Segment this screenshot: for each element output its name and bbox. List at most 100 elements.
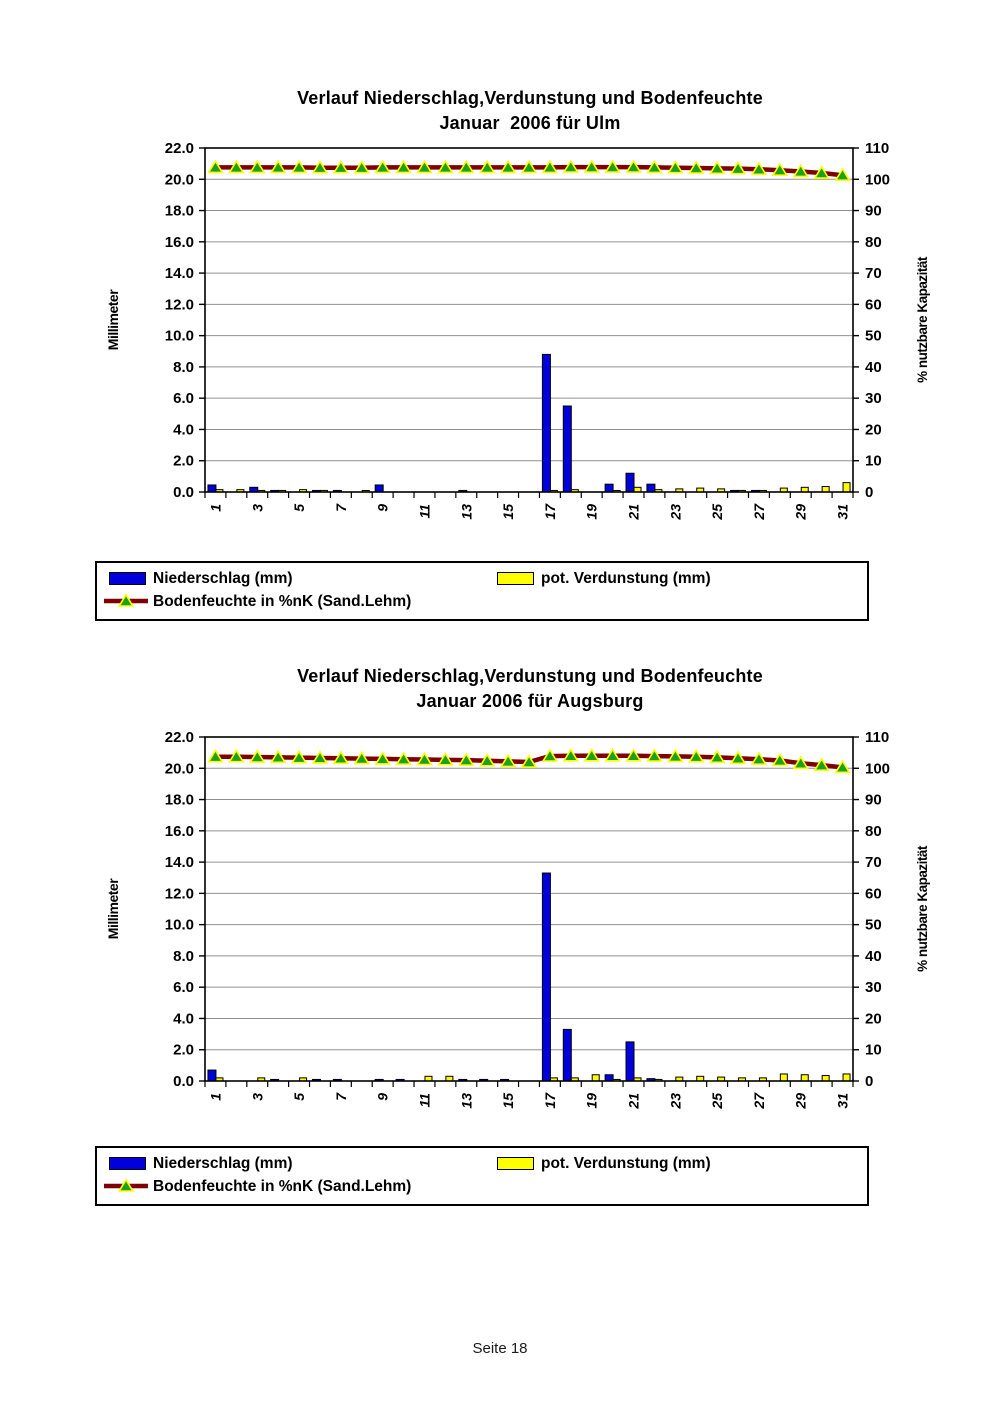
svg-text:50: 50	[865, 917, 882, 934]
left-axis: 0.0 2.0 4.0 6.0 8.0 10.0 12.0 14.0 16.0 18.0 20.0 2…	[165, 729, 205, 1090]
chart-augsburg-title-line2: Januar 2006 für Augsburg	[416, 691, 644, 711]
bar	[541, 353, 551, 493]
soil-moisture-marker	[625, 159, 642, 173]
soil-moisture-marker	[792, 163, 809, 178]
soil-moisture-marker	[311, 750, 329, 764]
soil-moisture-line	[207, 159, 851, 182]
soil-moisture-marker	[667, 159, 684, 174]
bar	[625, 472, 635, 493]
soil-moisture-marker	[290, 159, 308, 174]
svg-text:90: 90	[865, 203, 882, 220]
soil-moisture-marker	[117, 593, 135, 607]
bar	[207, 484, 217, 493]
soil-moisture-marker	[117, 1178, 135, 1192]
svg-text:29: 29	[793, 1093, 809, 1110]
soil-moisture-marker	[604, 748, 621, 762]
chart-augsburg-title: Verlauf Niederschlag,Verdunstung und Bod…	[60, 664, 1000, 714]
soil-moisture-marker	[729, 160, 747, 175]
soil-moisture-marker	[207, 159, 224, 174]
svg-text:10.0: 10.0	[165, 328, 194, 345]
svg-text:22.0: 22.0	[165, 140, 194, 157]
svg-text:13: 13	[458, 1093, 474, 1109]
svg-text:30: 30	[865, 390, 882, 407]
chart-ulm-legend: Niederschlag (mm) pot. Verdunstung (mm) …	[95, 561, 869, 621]
soil-moisture-marker	[416, 159, 433, 174]
soil-moisture-marker	[520, 754, 538, 768]
svg-text:9: 9	[375, 1093, 391, 1101]
soil-moisture-marker	[562, 748, 580, 762]
svg-text:40: 40	[865, 948, 882, 965]
svg-text:0.0: 0.0	[173, 1073, 194, 1090]
soil-moisture-marker	[771, 162, 789, 177]
soil-moisture-marker	[708, 749, 726, 764]
svg-text:4.0: 4.0	[173, 1010, 194, 1027]
svg-text:17: 17	[542, 503, 558, 520]
left-axis: 0.0 2.0 4.0 6.0 8.0 10.0 12.0 14.0 16.0 18.0 20.0 2…	[165, 140, 205, 501]
svg-text:50: 50	[865, 328, 882, 345]
verdunstung-swatch	[497, 572, 534, 585]
right-axis: 0 10 20 30 40 50 60 70 80 90 100 110	[853, 729, 890, 1090]
soil-moisture-marker	[249, 159, 266, 174]
soil-moisture-marker	[228, 748, 245, 763]
bar	[625, 1041, 635, 1082]
svg-text:19: 19	[584, 504, 600, 520]
soil-moisture-marker	[374, 159, 391, 174]
left-axis-title: Millimeter	[105, 878, 121, 939]
svg-text:13: 13	[458, 504, 474, 520]
soil-moisture-marker	[729, 750, 747, 765]
soil-moisture-marker	[541, 159, 559, 174]
soil-moisture-marker	[228, 159, 245, 174]
soil-moisture-marker	[437, 752, 454, 766]
bodenfeuchte-legend-label: Bodenfeuchte in %nK (Sand.Lehm)	[153, 593, 412, 610]
svg-text:19: 19	[584, 1093, 600, 1109]
svg-text:90: 90	[865, 792, 882, 809]
soil-moisture-marker	[562, 159, 580, 173]
soil-moisture-marker	[416, 751, 433, 766]
svg-text:22.0: 22.0	[165, 729, 194, 746]
svg-text:23: 23	[667, 504, 683, 521]
svg-text:70: 70	[865, 265, 882, 282]
chart-ulm-title-line2: Januar 2006 für Ulm	[439, 113, 621, 133]
bar	[842, 1073, 851, 1082]
gridlines	[205, 178, 853, 462]
soil-moisture-marker	[478, 159, 496, 174]
svg-text:1: 1	[207, 504, 223, 512]
niederschlag-swatch	[109, 572, 146, 585]
bar	[604, 1074, 614, 1082]
soil-moisture-marker	[520, 159, 538, 174]
chart-augsburg-title-line1: Verlauf Niederschlag,Verdunstung und Bod…	[297, 666, 763, 686]
svg-text:9: 9	[375, 504, 391, 512]
svg-text:6.0: 6.0	[173, 390, 194, 407]
gridlines	[205, 767, 853, 1051]
svg-text:25: 25	[709, 1093, 725, 1110]
left-axis-title: Millimeter	[105, 289, 121, 350]
bar	[821, 1075, 830, 1082]
svg-text:20: 20	[865, 1010, 882, 1027]
soil-moisture-marker	[771, 752, 789, 767]
soil-moisture-marker	[395, 159, 412, 174]
soil-moisture-marker	[332, 750, 350, 765]
bar	[821, 486, 830, 493]
bar	[207, 1069, 217, 1082]
soil-moisture-marker	[541, 748, 559, 762]
page-number: Seite 18	[472, 1340, 528, 1357]
soil-moisture-marker	[353, 750, 370, 765]
soil-moisture-marker	[499, 159, 517, 174]
svg-text:1: 1	[207, 1093, 223, 1101]
soil-moisture-marker	[583, 748, 600, 762]
niederschlag-swatch	[109, 1157, 146, 1170]
soil-moisture-marker	[311, 159, 329, 174]
svg-text:20.0: 20.0	[165, 171, 194, 188]
bodenfeuchte-line-swatch	[104, 593, 148, 607]
svg-text:21: 21	[626, 1093, 642, 1110]
svg-text:8.0: 8.0	[173, 359, 194, 376]
svg-text:31: 31	[835, 504, 851, 520]
bar	[800, 1074, 809, 1082]
svg-text:18.0: 18.0	[165, 792, 194, 809]
svg-text:110: 110	[865, 140, 889, 157]
right-axis-title: % nutzbare Kapazität	[915, 256, 930, 383]
soil-moisture-marker	[708, 160, 726, 175]
svg-text:40: 40	[865, 359, 882, 376]
svg-text:16.0: 16.0	[165, 234, 194, 251]
bar	[604, 483, 614, 493]
